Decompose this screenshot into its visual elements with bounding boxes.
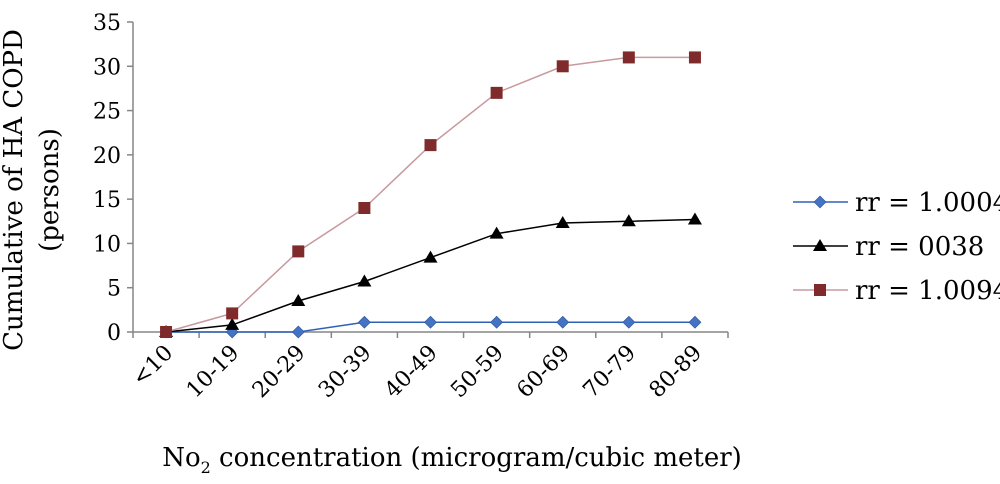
y-tick-label: 10	[93, 232, 121, 257]
legend-item: rr = 1.0094	[793, 276, 1000, 306]
series-1	[159, 315, 702, 339]
x-tick-label: 80-89	[645, 341, 708, 404]
x-axis-title: No2 concentration (microgram/cubic meter…	[162, 443, 742, 477]
series-line	[165, 218, 695, 333]
data-point	[292, 245, 305, 258]
data-point	[621, 214, 636, 227]
y-axis-title-line2: (persons)	[35, 128, 65, 252]
y-tick-label: 25	[93, 100, 121, 125]
legend-label: rr = 0038	[855, 232, 984, 262]
data-point	[160, 326, 173, 338]
data-point	[622, 51, 635, 64]
x-tick-label: <10	[128, 341, 179, 392]
y-axis-title-line1: Cumulative of HA COPD	[0, 29, 29, 351]
y-tick-label: 20	[93, 144, 121, 169]
legend-marker	[814, 284, 826, 296]
x-tick-label: 10-19	[182, 341, 245, 404]
legend-marker	[813, 195, 827, 209]
x-tick-label: 60-69	[512, 341, 575, 404]
series-line	[165, 56, 695, 333]
legend-item: rr = 0038	[793, 232, 984, 262]
data-point	[490, 86, 503, 99]
data-point	[490, 315, 504, 329]
legend-marker	[813, 239, 827, 251]
data-point	[622, 315, 636, 329]
y-tick-label: 30	[93, 55, 121, 80]
data-point	[423, 250, 438, 263]
y-tick-label: 15	[93, 188, 121, 213]
data-point	[226, 307, 239, 320]
x-axis-title-sub: 2	[201, 458, 211, 477]
data-point	[357, 274, 372, 287]
series-layer	[159, 51, 702, 339]
data-point	[556, 60, 569, 73]
data-point	[424, 139, 437, 152]
y-axis-title: Cumulative of HA COPD	[0, 29, 29, 351]
x-tick-label: 40-49	[380, 341, 443, 404]
x-axis-title-suffix: concentration (microgram/cubic meter)	[211, 443, 742, 473]
x-tick-label: 50-59	[446, 341, 509, 404]
data-point	[555, 216, 570, 229]
data-point	[556, 315, 570, 329]
x-tick-label: 30-39	[314, 341, 377, 404]
data-point	[424, 315, 437, 329]
data-point	[687, 212, 702, 225]
data-point	[688, 315, 702, 329]
data-point	[358, 202, 371, 214]
y-tick-label: 5	[107, 277, 121, 302]
x-tick-label: 70-79	[579, 341, 642, 404]
data-point	[291, 294, 306, 306]
data-point	[688, 51, 701, 64]
x-axis-title-prefix: No	[162, 443, 200, 473]
legend: rr = 1.0004 rr = 0038 rr = 1.0094	[793, 188, 1000, 306]
series-3	[160, 51, 701, 338]
legend-label: rr = 1.0004	[855, 188, 1000, 218]
legend-item: rr = 1.0004	[793, 188, 1000, 218]
axes: 0 5 10 15 20 25 30 35 <10 10-19 20-29 30-39 40-49 50-…	[93, 11, 729, 404]
y-axis-title-2: (persons)	[35, 128, 65, 252]
x-tick-label: 20-29	[248, 341, 311, 404]
y-tick-label: 0	[107, 321, 121, 346]
y-tick-label: 35	[93, 11, 121, 36]
data-point	[225, 317, 240, 330]
data-point	[291, 325, 305, 339]
series-2	[159, 212, 702, 337]
data-point	[357, 315, 371, 329]
legend-label: rr = 1.0094	[855, 276, 1000, 306]
data-point	[489, 226, 504, 239]
